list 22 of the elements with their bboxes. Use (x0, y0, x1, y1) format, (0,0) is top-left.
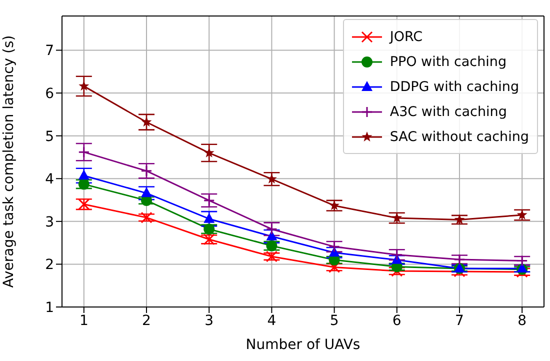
x-tick-label: 6 (392, 312, 402, 329)
legend-label: JORC (390, 28, 423, 44)
x-tick-label: 5 (330, 312, 339, 329)
y-tick-label: 5 (45, 128, 54, 145)
x-axis-title: Number of UAVs (246, 337, 360, 353)
x-tick-label: 8 (518, 312, 527, 329)
x-tick-label: 2 (142, 312, 151, 329)
y-tick-label: 6 (45, 86, 54, 102)
x-tick-label: 1 (79, 312, 88, 329)
y-tick-label: 7 (45, 43, 54, 60)
y-axis-title: Average task completion latency (s) (0, 35, 17, 288)
legend-label: PPO with caching (390, 54, 507, 70)
y-tick-label: 3 (45, 214, 54, 230)
x-tick-label: 7 (455, 312, 464, 329)
legend-label: A3C with caching (390, 104, 507, 120)
y-tick-label: 4 (45, 172, 54, 188)
x-tick-label: 3 (204, 312, 214, 329)
legend-label: SAC without caching (390, 128, 529, 144)
legend-label: DDPG with caching (390, 78, 520, 94)
y-tick-label: 1 (45, 300, 54, 316)
y-tick-label: 2 (45, 257, 54, 274)
x-tick-label: 4 (267, 312, 276, 329)
